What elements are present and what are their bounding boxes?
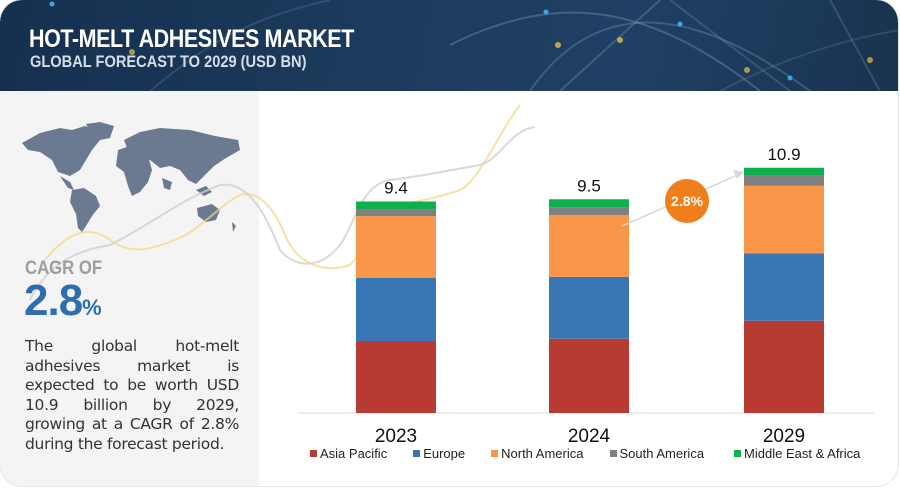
- chart-legend: Asia Pacific Europe North America South Ame…: [310, 446, 860, 461]
- bar-segment-north-america-2023: [356, 216, 436, 278]
- bars-group: 9.4 2023 9.5 2024 10.9 2029: [356, 145, 824, 447]
- legend-item-south-america: South America: [609, 446, 705, 461]
- cagr-arrow-head: [733, 170, 744, 179]
- legend-label: North America: [501, 446, 584, 461]
- bar-segment-middle-east-africa-2023: [356, 201, 436, 210]
- legend-item-europe: Europe: [413, 446, 465, 461]
- x-tick-label-2029: 2029: [763, 426, 805, 447]
- legend-label: Asia Pacific: [320, 446, 388, 461]
- legend-item-asia-pacific: Asia Pacific: [310, 446, 387, 461]
- bar-total-label-2024: 9.5: [577, 176, 601, 195]
- market-description: The global hot-melt adhesives market is …: [25, 337, 239, 453]
- x-tick-label-2023: 2023: [375, 426, 417, 447]
- bar-segment-south-america-2029: [744, 175, 824, 186]
- page-title: HOT-MELT ADHESIVES MARKET: [29, 25, 354, 53]
- bar-segment-europe-2023: [356, 278, 436, 341]
- legend-item-middle-east-africa: Middle East & Africa: [734, 446, 860, 461]
- bar-segment-asia-pacific-2029: [744, 320, 824, 413]
- cagr-bubble: 2.8%: [665, 179, 709, 223]
- cagr-percent-sign: %: [82, 295, 102, 320]
- bar-segment-europe-2029: [744, 253, 824, 321]
- bar-segment-middle-east-africa-2024: [549, 199, 629, 208]
- bar-segment-europe-2024: [549, 276, 629, 339]
- bar-total-label-2023: 9.4: [384, 179, 408, 198]
- legend-label: Middle East & Africa: [744, 446, 861, 461]
- cagr-label: CAGR OF: [25, 258, 103, 279]
- bar-segment-asia-pacific-2024: [549, 338, 629, 413]
- bar-segment-middle-east-africa-2029: [744, 167, 824, 176]
- header-banner: HOT-MELT ADHESIVES MARKET GLOBAL FORECAS…: [0, 0, 898, 91]
- legend-swatch: [609, 450, 617, 457]
- legend-item-north-america: North America: [491, 446, 584, 461]
- legend-swatch: [734, 450, 742, 457]
- bar-total-label-2029: 10.9: [767, 145, 800, 164]
- legend-label: South America: [619, 446, 705, 461]
- bar-segment-asia-pacific-2023: [356, 341, 436, 413]
- cagr-value: 2.8%: [24, 279, 102, 330]
- legend-swatch: [310, 450, 317, 457]
- bar-segment-north-america-2024: [549, 215, 629, 277]
- bar-segment-south-america-2023: [356, 209, 436, 217]
- decorative-swoosh-gray: [29, 126, 536, 301]
- world-map-icon: [22, 122, 240, 232]
- x-tick-label-2024: 2024: [568, 426, 611, 447]
- page-subtitle: GLOBAL FORECAST TO 2029 (USD BN): [30, 52, 307, 71]
- banner-decoration: [49, 0, 898, 91]
- bar-segment-south-america-2024: [549, 207, 629, 215]
- legend-swatch: [491, 450, 499, 457]
- legend-swatch: [413, 450, 421, 457]
- cagr-number: 2.8: [24, 276, 83, 325]
- bar-segment-north-america-2029: [744, 185, 824, 254]
- legend-label: Europe: [423, 446, 466, 461]
- decorative-swoosh-yellow: [44, 104, 521, 270]
